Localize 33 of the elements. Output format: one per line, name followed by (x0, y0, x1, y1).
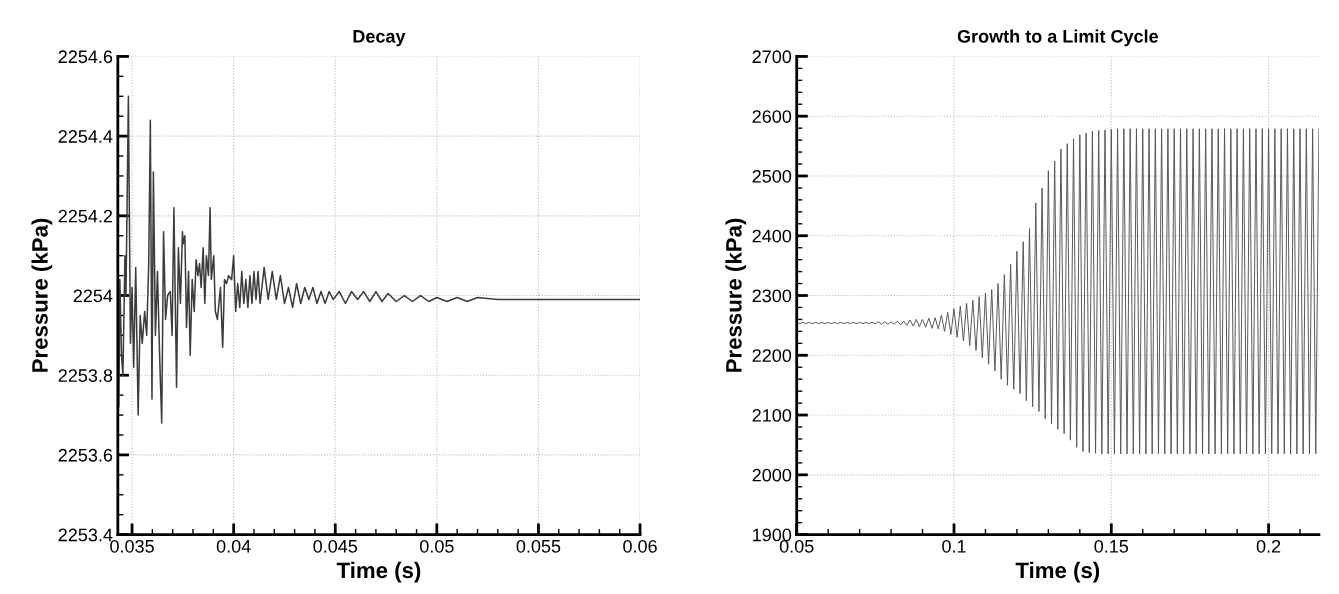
y-axis-title: Pressure (kPa) (31, 218, 53, 372)
line-series (796, 128, 1319, 455)
x-tick-label: 0.055 (516, 539, 561, 553)
x-axis-title: Time (s) (336, 561, 421, 583)
y-tick-label: 2254 (73, 289, 113, 303)
y-tick-label: 2253.4 (58, 528, 113, 542)
y-tick-label: 2253.8 (58, 369, 113, 382)
y-tick-label: 2000 (752, 468, 792, 482)
y-tick-label: 2300 (752, 289, 792, 303)
chart-title: Decay (353, 30, 406, 47)
x-tick-label: 0.045 (313, 539, 358, 553)
y-tick-label: 2600 (752, 110, 792, 123)
chart-title: Growth to a Limit Cycle (957, 29, 1159, 47)
y-tick-label: 2500 (752, 169, 792, 183)
y-axis-title: Pressure (kPa) (725, 218, 747, 372)
y-tick-label: 2254.2 (58, 209, 113, 223)
y-tick-label: 2400 (752, 229, 792, 243)
y-tick-label: 2254.4 (58, 130, 113, 143)
x-tick-label: 0.04 (216, 539, 251, 553)
x-axis-title: Time (s) (1015, 561, 1100, 583)
y-tick-label: 2700 (752, 50, 792, 64)
x-tick-label: 0.05 (419, 539, 454, 553)
y-tick-label: 2253.6 (58, 448, 113, 462)
x-tick-label: 0.1 (942, 539, 966, 553)
x-tick-label: 0.15 (1094, 539, 1129, 553)
y-tick-label: 2254.6 (58, 50, 113, 64)
y-tick-label: 2200 (752, 349, 792, 363)
line-series (117, 95, 641, 424)
x-tick-label: 0.06 (623, 539, 657, 553)
y-tick-label: 2100 (752, 408, 792, 422)
x-tick-label: 0.2 (1256, 539, 1281, 553)
y-tick-label: 1900 (753, 528, 792, 542)
x-tick-label: 0.035 (110, 539, 154, 553)
